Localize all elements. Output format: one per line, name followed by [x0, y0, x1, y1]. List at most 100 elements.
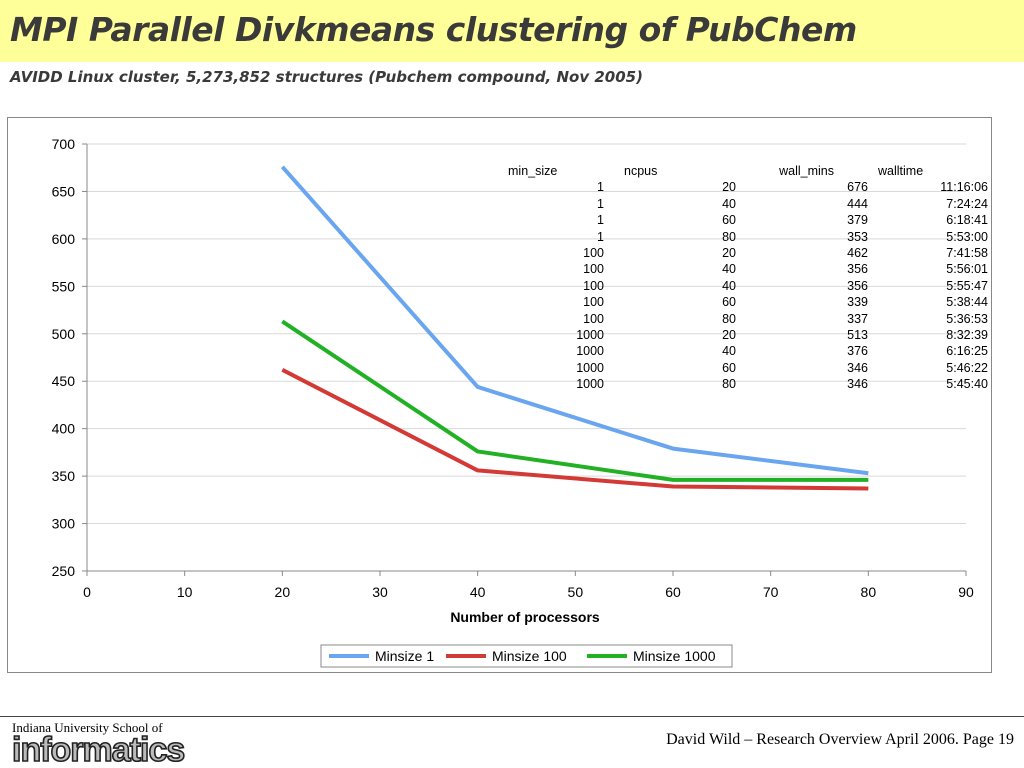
legend-box [320, 644, 733, 668]
x-tick-label: 10 [177, 584, 193, 600]
table-cell: 376 [847, 344, 868, 359]
table-cell: 7:41:58 [946, 246, 988, 261]
data-table: min_size ncpus wall_mins walltime 1 20 676 11:… [502, 163, 988, 393]
table-row: 100 80 337 5:36:53 [502, 311, 988, 327]
slide-subtitle: AVIDD Linux cluster, 5,273,852 structure… [10, 68, 643, 86]
footer-credit: David Wild – Research Overview April 200… [666, 731, 1014, 748]
table-cell: 1 [597, 213, 604, 228]
y-tick-label: 450 [52, 373, 76, 389]
y-tick-label: 550 [52, 278, 76, 294]
series-line-minsize-1 [280, 165, 869, 476]
table-cell: 40 [722, 278, 736, 293]
table-cell: 60 [722, 360, 736, 375]
legend-label: Minsize 1 [375, 648, 434, 664]
table-header-cell: ncpus [624, 164, 658, 178]
table-cell: 20 [722, 180, 736, 195]
table-row: 1 20 676 11:16:06 [502, 179, 988, 195]
table-cell: 5:45:40 [946, 377, 988, 392]
chart-series [280, 165, 869, 491]
table-cell: 1000 [576, 328, 604, 343]
series-line-minsize-1000 [281, 319, 869, 482]
table-cell: 339 [847, 295, 868, 310]
chart-legend: Minsize 1 Minsize 100 Minsize 1000 [320, 644, 733, 668]
table-row: 1000 20 513 8:32:39 [502, 327, 988, 343]
x-tick-label: 50 [568, 584, 584, 600]
x-tick-label: 0 [83, 584, 91, 600]
table-cell: 6:18:41 [946, 213, 988, 228]
table-cell: 40 [722, 262, 736, 277]
table-cell: 1 [597, 229, 604, 244]
table-row: 100 60 339 5:38:44 [502, 294, 988, 310]
x-tick-label: 60 [665, 584, 681, 600]
table-cell: 20 [722, 328, 736, 343]
x-tick-label: 80 [861, 584, 877, 600]
x-tick-label: 70 [763, 584, 779, 600]
table-cell: 513 [847, 328, 868, 343]
table-cell: 676 [847, 180, 868, 195]
table-cell: 100 [583, 278, 604, 293]
table-cell: 5:36:53 [946, 311, 988, 326]
y-tick-labels: 250 300 350 400 450 500 550 600 650 700 [52, 136, 76, 579]
table-cell: 346 [847, 360, 868, 375]
y-tick-label: 600 [52, 231, 76, 247]
table-cell: 100 [583, 311, 604, 326]
table-header-row: min_size ncpus wall_mins walltime [502, 163, 988, 179]
table-cell: 40 [722, 196, 736, 211]
table-header-cell: min_size [508, 164, 558, 178]
table-header-cell: walltime [878, 164, 924, 178]
y-tick-label: 650 [52, 183, 76, 199]
x-tick-label: 20 [275, 584, 291, 600]
x-tick-label: 90 [958, 584, 974, 600]
table-row: 1 60 379 6:18:41 [502, 212, 988, 228]
y-tick-label: 500 [52, 326, 76, 342]
table-cell: 337 [847, 311, 868, 326]
table-cell: 20 [722, 246, 736, 261]
table-cell: 1000 [576, 344, 604, 359]
table-header-cell: wall_mins [779, 164, 834, 178]
table-cell: 1000 [576, 377, 604, 392]
table-cell: 80 [722, 229, 736, 244]
table-body: 1 20 676 11:16:06 1 40 444 7:24:24 1 60 379 6:18:41… [502, 179, 988, 392]
x-tick-label: 30 [372, 584, 388, 600]
legend-label: Minsize 100 [492, 648, 567, 664]
table-cell: 11:16:06 [940, 180, 988, 195]
table-cell: 100 [583, 246, 604, 261]
table-cell: 444 [847, 196, 868, 211]
table-row: 1000 40 376 6:16:25 [502, 343, 988, 359]
table-cell: 60 [722, 295, 736, 310]
y-tick-label: 300 [52, 516, 76, 532]
chart-axes [82, 143, 967, 576]
informatics-logo: informatics [12, 733, 186, 767]
table-cell: 5:46:22 [946, 360, 988, 375]
table-cell: 40 [722, 344, 736, 359]
table-cell: 7:24:24 [946, 196, 988, 211]
y-tick-label: 400 [52, 421, 76, 437]
series-line-minsize-100 [281, 368, 869, 491]
table-cell: 356 [847, 262, 868, 277]
table-cell: 379 [847, 213, 868, 228]
table-cell: 5:38:44 [946, 295, 988, 310]
table-cell: 60 [722, 213, 736, 228]
x-tick-label: 40 [470, 584, 486, 600]
table-row: 100 20 462 7:41:58 [502, 245, 988, 261]
table-cell: 1 [597, 180, 604, 195]
footer-school-name: Indiana University School of [12, 720, 163, 735]
table-cell: 1 [597, 196, 604, 211]
table-cell: 8:32:39 [946, 328, 988, 343]
table-cell: 6:16:25 [946, 344, 988, 359]
table-row: 1000 60 346 5:46:22 [502, 360, 988, 376]
table-cell: 5:53:00 [946, 229, 988, 244]
table-cell: 356 [847, 278, 868, 293]
legend-label: Minsize 1000 [633, 648, 716, 664]
y-tick-label: 350 [52, 468, 76, 484]
table-cell: 5:55:47 [946, 278, 988, 293]
x-tick-labels: 0 10 20 30 40 50 60 70 80 90 [83, 584, 974, 600]
table-row: 100 40 356 5:56:01 [502, 261, 988, 277]
table-row: 100 40 356 5:55:47 [502, 278, 988, 294]
table-cell: 100 [583, 262, 604, 277]
logo-wordmark: informatics [12, 733, 184, 767]
table-row: 1000 80 346 5:45:40 [502, 376, 988, 392]
table-cell: 100 [583, 295, 604, 310]
y-tick-label: 250 [52, 563, 76, 579]
